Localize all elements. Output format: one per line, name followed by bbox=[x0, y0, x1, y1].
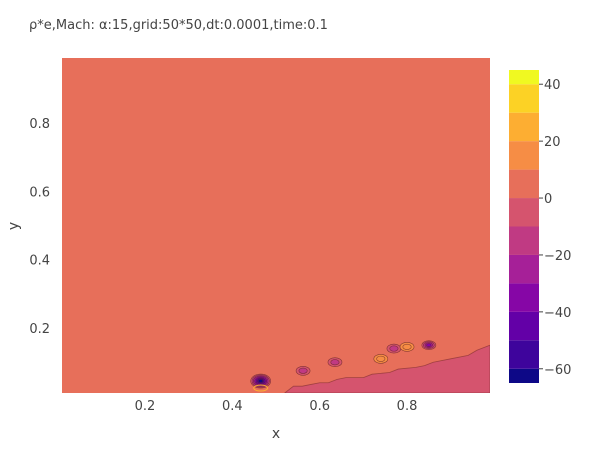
contour-feature-warm-spot-1 bbox=[374, 354, 388, 363]
contour-ring bbox=[403, 344, 411, 349]
x-tick-label: 0.8 bbox=[397, 399, 418, 414]
x-tick-label: 0.6 bbox=[309, 399, 330, 414]
contour-feature-lobe-b bbox=[296, 366, 310, 375]
x-tick-label: 0.2 bbox=[135, 399, 156, 414]
y-tick-label: 0.2 bbox=[29, 322, 50, 337]
contour-feature-warm-spot-2 bbox=[400, 342, 414, 351]
contour-ring bbox=[390, 346, 398, 351]
contour-feature-lobe-d bbox=[387, 344, 401, 353]
y-tick-label: 0.4 bbox=[29, 254, 50, 269]
x-tick-label: 0.4 bbox=[222, 399, 243, 414]
colorbar-band bbox=[509, 340, 539, 368]
colorbar-tick-label: −40 bbox=[544, 306, 571, 321]
colorbar-tick-label: 0 bbox=[544, 192, 552, 207]
contour-ring bbox=[377, 356, 385, 361]
colorbar-band bbox=[509, 312, 539, 340]
contour-ring bbox=[331, 360, 339, 365]
colorbar-band bbox=[509, 170, 539, 198]
colorbar-band bbox=[509, 113, 539, 141]
colorbar-band bbox=[509, 369, 539, 383]
contour-ring bbox=[427, 344, 432, 347]
colorbar: −60 −40 −20 0 20 40 bbox=[509, 70, 571, 383]
colorbar-tick-label: −60 bbox=[544, 363, 571, 378]
contour-ring bbox=[259, 380, 263, 383]
y-tick-label: 0.6 bbox=[29, 185, 50, 200]
x-axis-title: x bbox=[272, 426, 280, 442]
y-tick-label: 0.8 bbox=[29, 117, 50, 132]
colorbar-band bbox=[509, 70, 539, 84]
colorbar-tick-label: 20 bbox=[544, 135, 561, 150]
contour-ring bbox=[299, 368, 307, 373]
colorbar-tick-label: −20 bbox=[544, 249, 571, 264]
plot-area bbox=[62, 58, 490, 393]
chart-title: ρ*e,Mach: α:15,grid:50*50,dt:0.0001,time… bbox=[29, 18, 328, 33]
colorbar-tick-label: 40 bbox=[544, 78, 561, 93]
colorbar-band bbox=[509, 227, 539, 255]
colorbar-band bbox=[509, 198, 539, 226]
colorbar-band bbox=[509, 283, 539, 311]
colorbar-band bbox=[509, 141, 539, 169]
colorbar-band bbox=[509, 84, 539, 112]
contour-feature-lobe-c bbox=[328, 358, 342, 367]
y-axis-title: y bbox=[6, 222, 22, 230]
colorbar-band bbox=[509, 255, 539, 283]
contour-feature-vortex-e bbox=[422, 341, 436, 350]
